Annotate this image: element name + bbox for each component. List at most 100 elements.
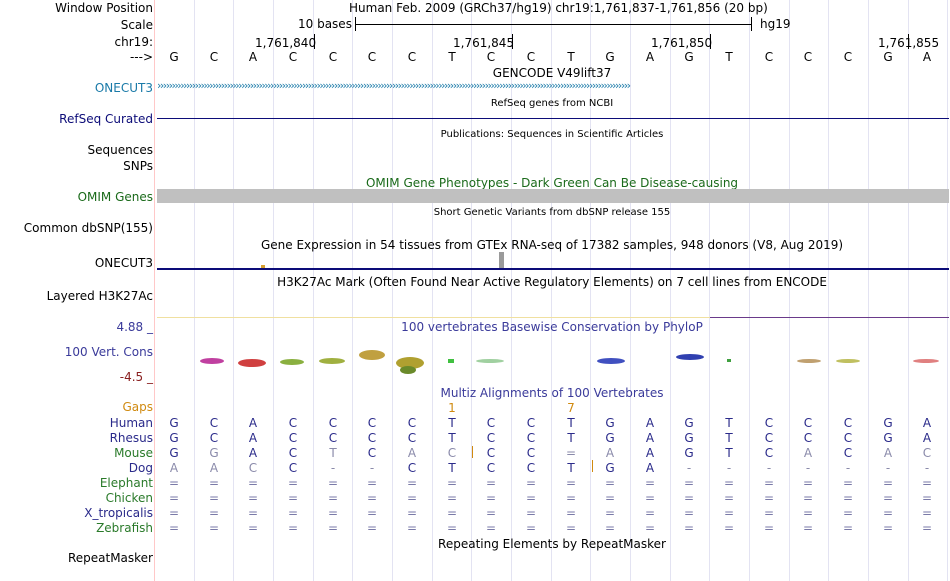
alignment-base: G <box>605 431 615 445</box>
chrom-label: chr19: <box>114 35 153 49</box>
species-label[interactable]: Human <box>109 416 153 430</box>
alignment-base: = <box>327 506 339 520</box>
alignment-base: = <box>921 491 933 505</box>
gtex-gene-line[interactable] <box>157 268 949 270</box>
h3k27ac-track-title[interactable]: H3K27Ac Mark (Often Found Near Active Re… <box>277 275 827 289</box>
alignment-base: - <box>805 461 811 475</box>
gtex-expression-bar[interactable] <box>261 265 265 268</box>
alignment-base: = <box>406 476 418 490</box>
phylop-track-title[interactable]: 100 vertebrates Basewise Conservation by… <box>401 320 703 334</box>
alignment-base: = <box>921 476 933 490</box>
alignment-base: = <box>247 506 259 520</box>
alignment-base: = <box>763 506 775 520</box>
alignment-base: A <box>169 461 179 475</box>
onecut3-gene-body[interactable]: ››››››››››››››››››››››››››››››››››››››››… <box>157 79 631 92</box>
alignment-base: = <box>168 491 180 505</box>
position-tick <box>710 34 711 49</box>
alignment-base: C <box>447 446 457 460</box>
alignment-base: C <box>843 416 853 430</box>
position-tick-label: 1,761,845 <box>453 36 515 50</box>
omim-gene-bar[interactable] <box>157 189 949 203</box>
refseq-gene-line[interactable] <box>157 118 949 119</box>
cons-scale-top: 4.88 _ <box>116 320 153 334</box>
species-label[interactable]: Rhesus <box>109 431 153 445</box>
alignment-base: T <box>567 416 575 430</box>
scale-text: 10 bases <box>298 17 352 31</box>
layered-h3k27ac-label[interactable]: Layered H3K27Ac <box>46 289 153 303</box>
alignment-base: C <box>328 431 338 445</box>
repeatmasker-label[interactable]: RepeatMasker <box>67 551 153 565</box>
alignment-base: A <box>645 416 655 430</box>
repeatmasker-track-title[interactable]: Repeating Elements by RepeatMasker <box>438 537 666 551</box>
omim-track-title[interactable]: OMIM Gene Phenotypes - Dark Green Can Be… <box>365 176 739 190</box>
insertion-marker <box>472 446 473 458</box>
alignment-base: T <box>725 431 733 445</box>
scale-label: Scale <box>120 18 153 32</box>
alignment-base: G <box>169 446 179 460</box>
snps-label[interactable]: SNPs <box>123 159 153 173</box>
gap-count: 7 <box>567 401 575 415</box>
alignment-base: = <box>683 491 695 505</box>
common-dbsnp-label[interactable]: Common dbSNP(155) <box>23 221 153 235</box>
alignment-base: = <box>763 491 775 505</box>
alignment-base: C <box>367 446 377 460</box>
alignment-base: = <box>208 521 220 535</box>
refseq-track-title[interactable]: RefSeq genes from NCBI <box>490 98 614 109</box>
alignment-base: = <box>406 521 418 535</box>
alignment-base: = <box>446 476 458 490</box>
species-label[interactable]: Elephant <box>99 476 153 490</box>
refseq-label[interactable]: RefSeq Curated <box>59 112 153 126</box>
position-tick <box>512 34 513 49</box>
alignment-base: = <box>644 491 656 505</box>
base-letter: T <box>725 50 733 64</box>
base-grid-line <box>670 0 671 581</box>
gtex-expression-bar[interactable] <box>499 252 504 268</box>
gtex-track-title[interactable]: Gene Expression in 54 tissues from GTEx … <box>260 238 844 252</box>
alignment-base: A <box>883 446 893 460</box>
alignment-base: C <box>486 461 496 475</box>
alignment-base: = <box>921 521 933 535</box>
species-label[interactable]: Mouse <box>114 446 153 460</box>
alignment-base: = <box>366 476 378 490</box>
alignment-base: C <box>764 431 774 445</box>
publications-track-title[interactable]: Publications: Sequences in Scientific Ar… <box>440 129 664 140</box>
alignment-base: = <box>208 491 220 505</box>
cons-track-label[interactable]: 100 Vert. Cons <box>64 345 153 359</box>
species-label[interactable]: Chicken <box>105 491 153 505</box>
gencode-track-title[interactable]: GENCODE V49lift37 <box>492 66 612 80</box>
species-label[interactable]: X_tropicalis <box>84 506 153 520</box>
alignment-base: = <box>604 521 616 535</box>
alignment-base: = <box>565 521 577 535</box>
dbsnp-track-title[interactable]: Short Genetic Variants from dbSNP releas… <box>433 207 671 218</box>
alignment-base: A <box>407 446 417 460</box>
insertion-marker <box>592 460 593 472</box>
alignment-base: = <box>921 506 933 520</box>
base-letter: C <box>526 50 536 64</box>
species-label[interactable]: Dog <box>128 461 153 475</box>
alignment-base: = <box>723 506 735 520</box>
base-grid-line <box>471 0 472 581</box>
alignment-base: = <box>168 506 180 520</box>
alignment-base: = <box>366 521 378 535</box>
position-tick <box>908 34 909 49</box>
alignment-base: C <box>526 461 536 475</box>
alignment-base: A <box>645 431 655 445</box>
omim-label[interactable]: OMIM Genes <box>77 190 153 204</box>
species-label[interactable]: Zebrafish <box>96 521 153 535</box>
multiz-track-title[interactable]: Multiz Alignments of 100 Vertebrates <box>440 386 664 400</box>
phylop-mark <box>913 359 939 363</box>
alignment-base: = <box>525 476 537 490</box>
cons-scale-bottom: -4.5 _ <box>119 370 153 384</box>
phylop-mark <box>280 359 304 365</box>
alignment-base: G <box>169 416 179 430</box>
alignment-base: = <box>683 476 695 490</box>
base-letter: A <box>248 50 258 64</box>
sequences-label[interactable]: Sequences <box>87 143 153 157</box>
onecut3-gene-label[interactable]: ONECUT3 <box>94 81 153 95</box>
gtex-gene-label[interactable]: ONECUT3 <box>94 256 153 270</box>
alignment-base: = <box>604 491 616 505</box>
alignment-base: - <box>726 461 732 475</box>
position-tick-label: 1,761,850 <box>651 36 713 50</box>
alignment-base: = <box>882 521 894 535</box>
alignment-base: C <box>209 431 219 445</box>
